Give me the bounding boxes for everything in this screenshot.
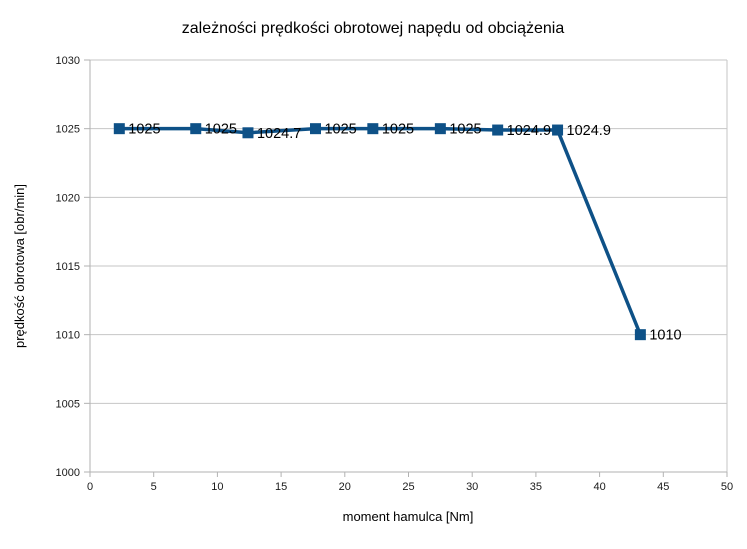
data-point-marker — [190, 123, 202, 135]
y-tick-label: 1000 — [56, 467, 80, 479]
data-point-marker — [113, 123, 125, 135]
data-point-marker — [552, 124, 564, 136]
x-tick-label: 35 — [530, 481, 542, 493]
data-point-marker — [634, 329, 646, 341]
y-tick-label: 1005 — [56, 398, 80, 410]
data-point-label: 1025 — [449, 122, 481, 138]
y-tick-label: 1010 — [56, 330, 80, 342]
x-tick-label: 0 — [87, 481, 93, 493]
axes — [84, 59, 728, 477]
data-series — [113, 123, 646, 341]
data-point-label: 1025 — [128, 122, 160, 138]
x-tick-label: 25 — [402, 481, 414, 493]
x-tick-label: 10 — [211, 481, 223, 493]
data-point-label: 1024.9 — [507, 123, 551, 139]
x-tick-label: 45 — [657, 481, 669, 493]
data-point-label: 1024.7 — [257, 126, 301, 142]
x-tick-label: 50 — [721, 481, 733, 493]
y-tick-label: 1015 — [56, 261, 80, 273]
y-tick-label: 1025 — [56, 124, 80, 136]
data-point-label: 1025 — [324, 122, 356, 138]
y-tick-label: 1020 — [56, 192, 80, 204]
data-point-label: 1025 — [382, 122, 414, 138]
y-tick-label: 1030 — [56, 55, 80, 67]
x-tick-label: 30 — [466, 481, 478, 493]
data-point-marker — [242, 127, 254, 139]
x-tick-label: 40 — [593, 481, 605, 493]
data-point-marker — [309, 123, 321, 135]
data-labels: 1025 1025 1024.7 1025 1025 1025 1024.9 1024.9 10… — [128, 122, 681, 344]
data-point-marker — [367, 123, 379, 135]
data-point-label: 1025 — [205, 122, 237, 138]
chart-title: zależności prędkości obrotowej napędu od… — [182, 20, 565, 37]
data-point-label: 1024.9 — [567, 123, 611, 139]
x-axis-title: moment hamulca [Nm] — [343, 509, 474, 524]
data-point-marker — [492, 124, 504, 136]
x-tick-label: 15 — [275, 481, 287, 493]
data-series-line — [119, 126, 642, 336]
data-point-label: 1010 — [649, 328, 681, 344]
x-tick-label: 20 — [339, 481, 351, 493]
y-axis-title: prędkość obrotowa [obr/min] — [12, 184, 27, 348]
x-tick-label: 5 — [151, 481, 157, 493]
data-point-marker — [434, 123, 446, 135]
